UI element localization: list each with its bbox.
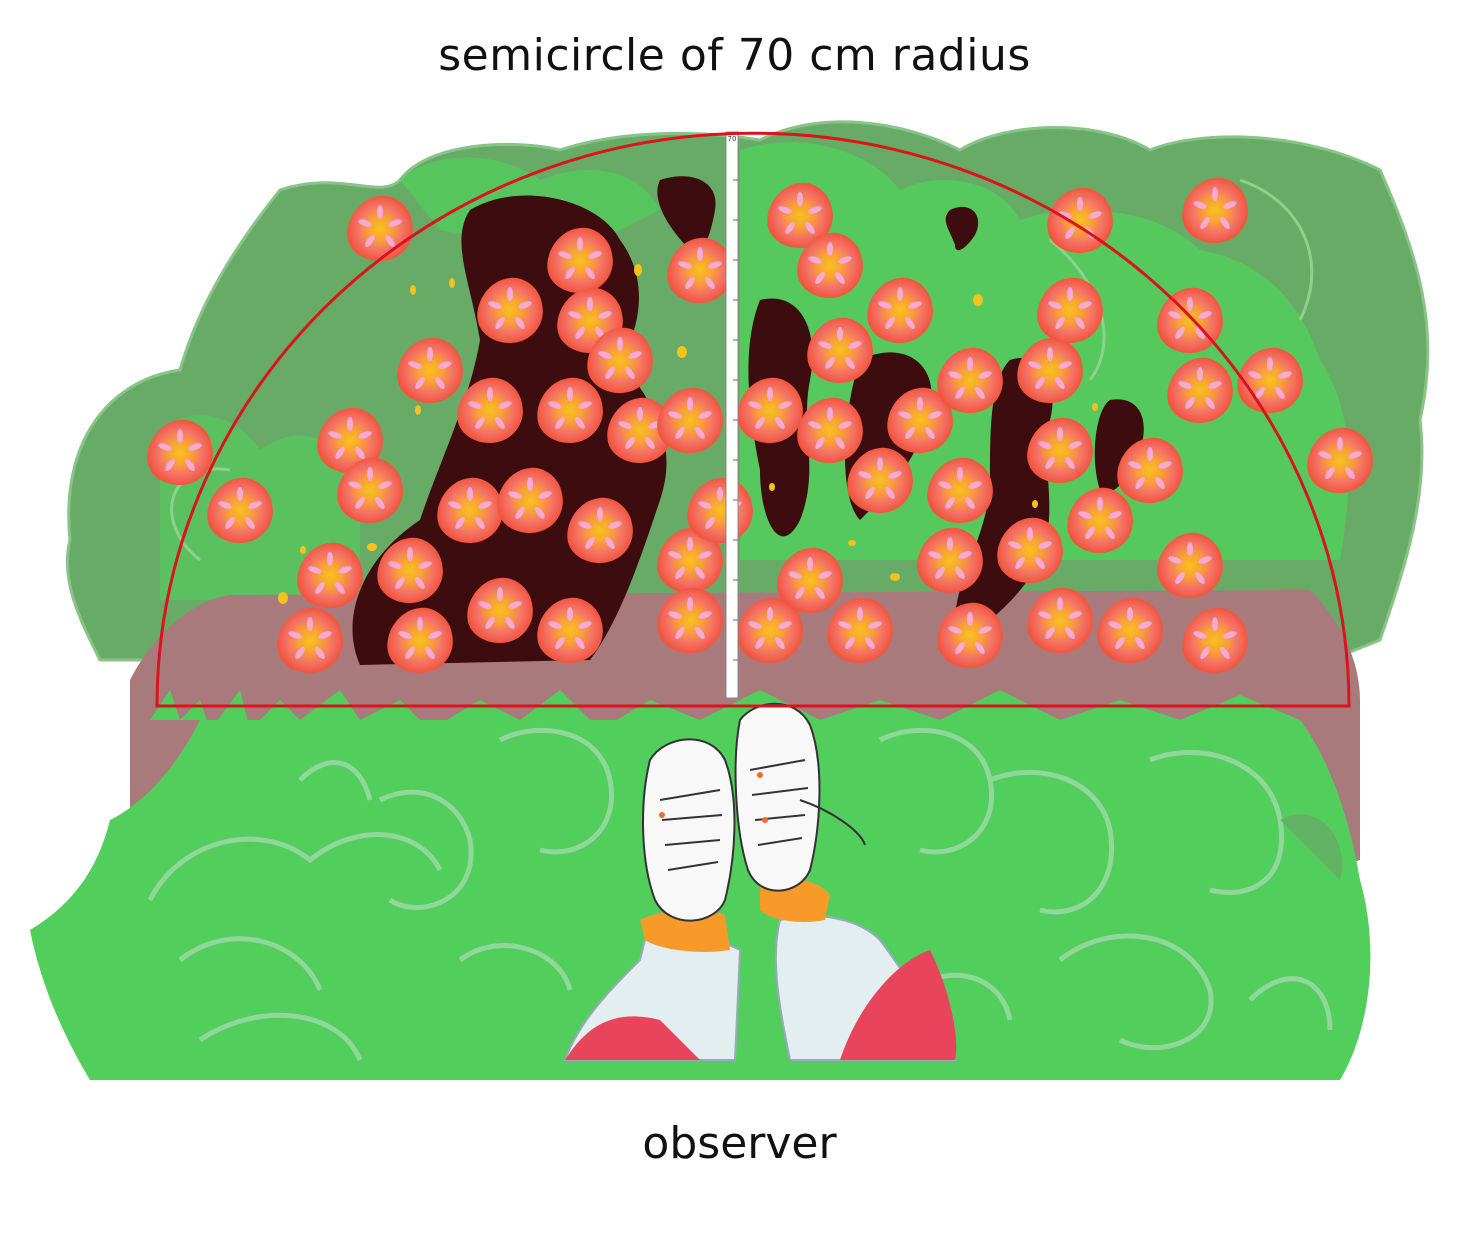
observer-legs (563, 702, 957, 1061)
observer-label: observer (642, 1118, 837, 1169)
diagram-title: semicircle of 70 cm radius (438, 30, 1031, 81)
semicircle-outline (155, 131, 1351, 708)
ruler: 70 (725, 131, 739, 699)
pollen-specks (278, 264, 1098, 604)
ruler-label: 70 (728, 135, 737, 143)
shoe-icon (642, 738, 736, 922)
shoe-icon (734, 702, 821, 892)
